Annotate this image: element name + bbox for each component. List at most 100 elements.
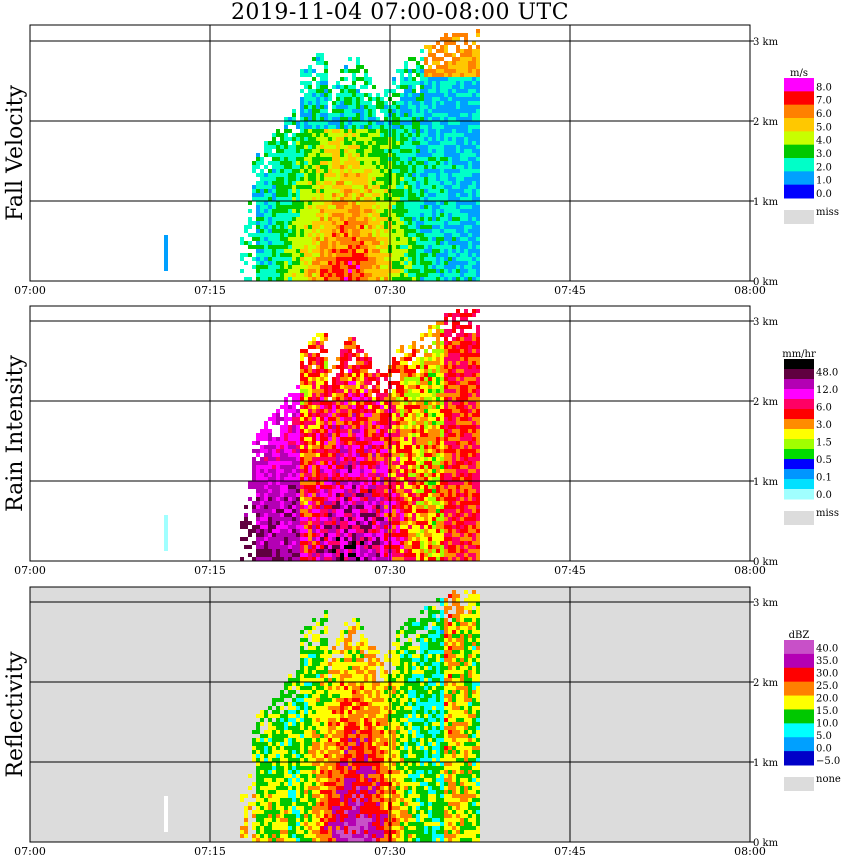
heatmap-cell <box>336 169 340 173</box>
heatmap-cell <box>400 373 404 377</box>
heatmap-cell <box>448 197 452 201</box>
heatmap-cell <box>392 417 396 421</box>
heatmap-cell <box>268 553 272 557</box>
heatmap-cell <box>368 177 372 181</box>
heatmap-cell <box>364 233 368 237</box>
heatmap-cell <box>404 129 408 133</box>
heatmap-cell <box>356 553 360 557</box>
heatmap-cell <box>440 113 444 117</box>
heatmap-cell <box>300 529 304 533</box>
heatmap-cell <box>312 341 316 345</box>
heatmap-cell <box>336 165 340 169</box>
heatmap-cell <box>400 189 404 193</box>
heatmap-cell <box>248 201 252 205</box>
heatmap-cell <box>448 269 452 273</box>
heatmap-cell <box>392 453 396 457</box>
heatmap-cell <box>352 549 356 553</box>
heatmap-cell <box>324 257 328 261</box>
heatmap-cell <box>304 405 308 409</box>
heatmap-cell <box>380 153 384 157</box>
heatmap-cell <box>304 453 308 457</box>
heatmap-cell <box>364 465 368 469</box>
heatmap-cell <box>348 269 352 273</box>
heatmap-cell <box>300 509 304 513</box>
heatmap-cell <box>408 273 412 277</box>
heatmap-cell <box>396 121 400 125</box>
heatmap-cell <box>300 533 304 537</box>
heatmap-cell <box>376 265 380 269</box>
heatmap-cell <box>392 441 396 445</box>
heatmap-cell <box>416 165 420 169</box>
heatmap-cell <box>260 237 264 241</box>
heatmap-cell <box>412 469 416 473</box>
heatmap-cell <box>400 265 404 269</box>
heatmap-cell <box>312 445 316 449</box>
heatmap-cell <box>452 253 456 257</box>
heatmap-cell <box>428 505 432 509</box>
heatmap-cell <box>348 141 352 145</box>
heatmap-cell <box>308 153 312 157</box>
heatmap-cell <box>344 445 348 449</box>
heatmap-cell <box>300 205 304 209</box>
heatmap-cell <box>268 241 272 245</box>
heatmap-cell <box>448 129 452 133</box>
heatmap-cell <box>384 101 388 105</box>
heatmap-cell <box>352 181 356 185</box>
heatmap-cell <box>392 165 396 169</box>
heatmap-cell <box>400 441 404 445</box>
heatmap-cell <box>396 545 400 549</box>
heatmap-cell <box>292 173 296 177</box>
heatmap-cell <box>392 197 396 201</box>
heatmap-cell <box>256 437 260 441</box>
heatmap-cell <box>292 133 296 137</box>
heatmap-cell <box>412 409 416 413</box>
heatmap-cell <box>364 113 368 117</box>
heatmap-cell <box>304 545 308 549</box>
heatmap-cell <box>328 385 332 389</box>
heatmap-cell <box>300 137 304 141</box>
heatmap-cell <box>268 461 272 465</box>
heatmap-cell <box>328 269 332 273</box>
heatmap-cell <box>316 197 320 201</box>
heatmap-cell <box>456 233 460 237</box>
heatmap-cell <box>468 137 472 141</box>
heatmap-cell <box>404 121 408 125</box>
heatmap-cell <box>396 409 400 413</box>
heatmap-cell <box>296 449 300 453</box>
heatmap-cell <box>340 89 344 93</box>
heatmap-cell <box>344 485 348 489</box>
heatmap-cell <box>436 153 440 157</box>
heatmap-cell <box>332 553 336 557</box>
heatmap-cell <box>404 161 408 165</box>
heatmap-cell <box>428 65 432 69</box>
heatmap-cell <box>300 461 304 465</box>
heatmap-cell <box>348 477 352 481</box>
heatmap-cell <box>404 377 408 381</box>
heatmap-cell <box>420 145 424 149</box>
heatmap-cell <box>416 101 420 105</box>
heatmap-cell <box>468 245 472 249</box>
heatmap-cell <box>308 461 312 465</box>
heatmap-cell <box>328 245 332 249</box>
heatmap-cell <box>332 157 336 161</box>
heatmap-cell <box>412 345 416 349</box>
heatmap-cell <box>304 533 308 537</box>
heatmap-cell <box>368 233 372 237</box>
heatmap-cell <box>416 441 420 445</box>
heatmap-cell <box>408 529 412 533</box>
heatmap-cell <box>252 165 256 169</box>
heatmap-cell <box>424 381 428 385</box>
heatmap-cell <box>424 181 428 185</box>
heatmap-cell <box>320 401 324 405</box>
heatmap-cell <box>408 417 412 421</box>
heatmap-cell <box>296 513 300 517</box>
heatmap-cell <box>320 121 324 125</box>
heatmap-cell <box>404 549 408 553</box>
heatmap-cell <box>264 237 268 241</box>
heatmap-cell <box>268 541 272 545</box>
heatmap-cell <box>336 393 340 397</box>
heatmap-cell <box>356 261 360 265</box>
heatmap-cell <box>396 405 400 409</box>
heatmap-cell <box>464 57 468 61</box>
heatmap-cell <box>324 189 328 193</box>
